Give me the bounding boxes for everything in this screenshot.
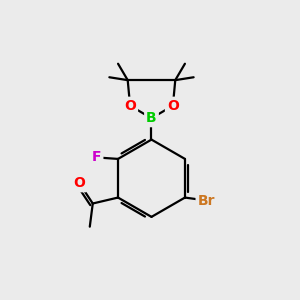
Text: Br: Br [198,194,215,208]
Text: B: B [146,111,157,125]
Text: O: O [124,99,136,113]
Text: F: F [92,150,101,164]
Text: O: O [167,99,179,113]
Text: O: O [74,176,85,190]
